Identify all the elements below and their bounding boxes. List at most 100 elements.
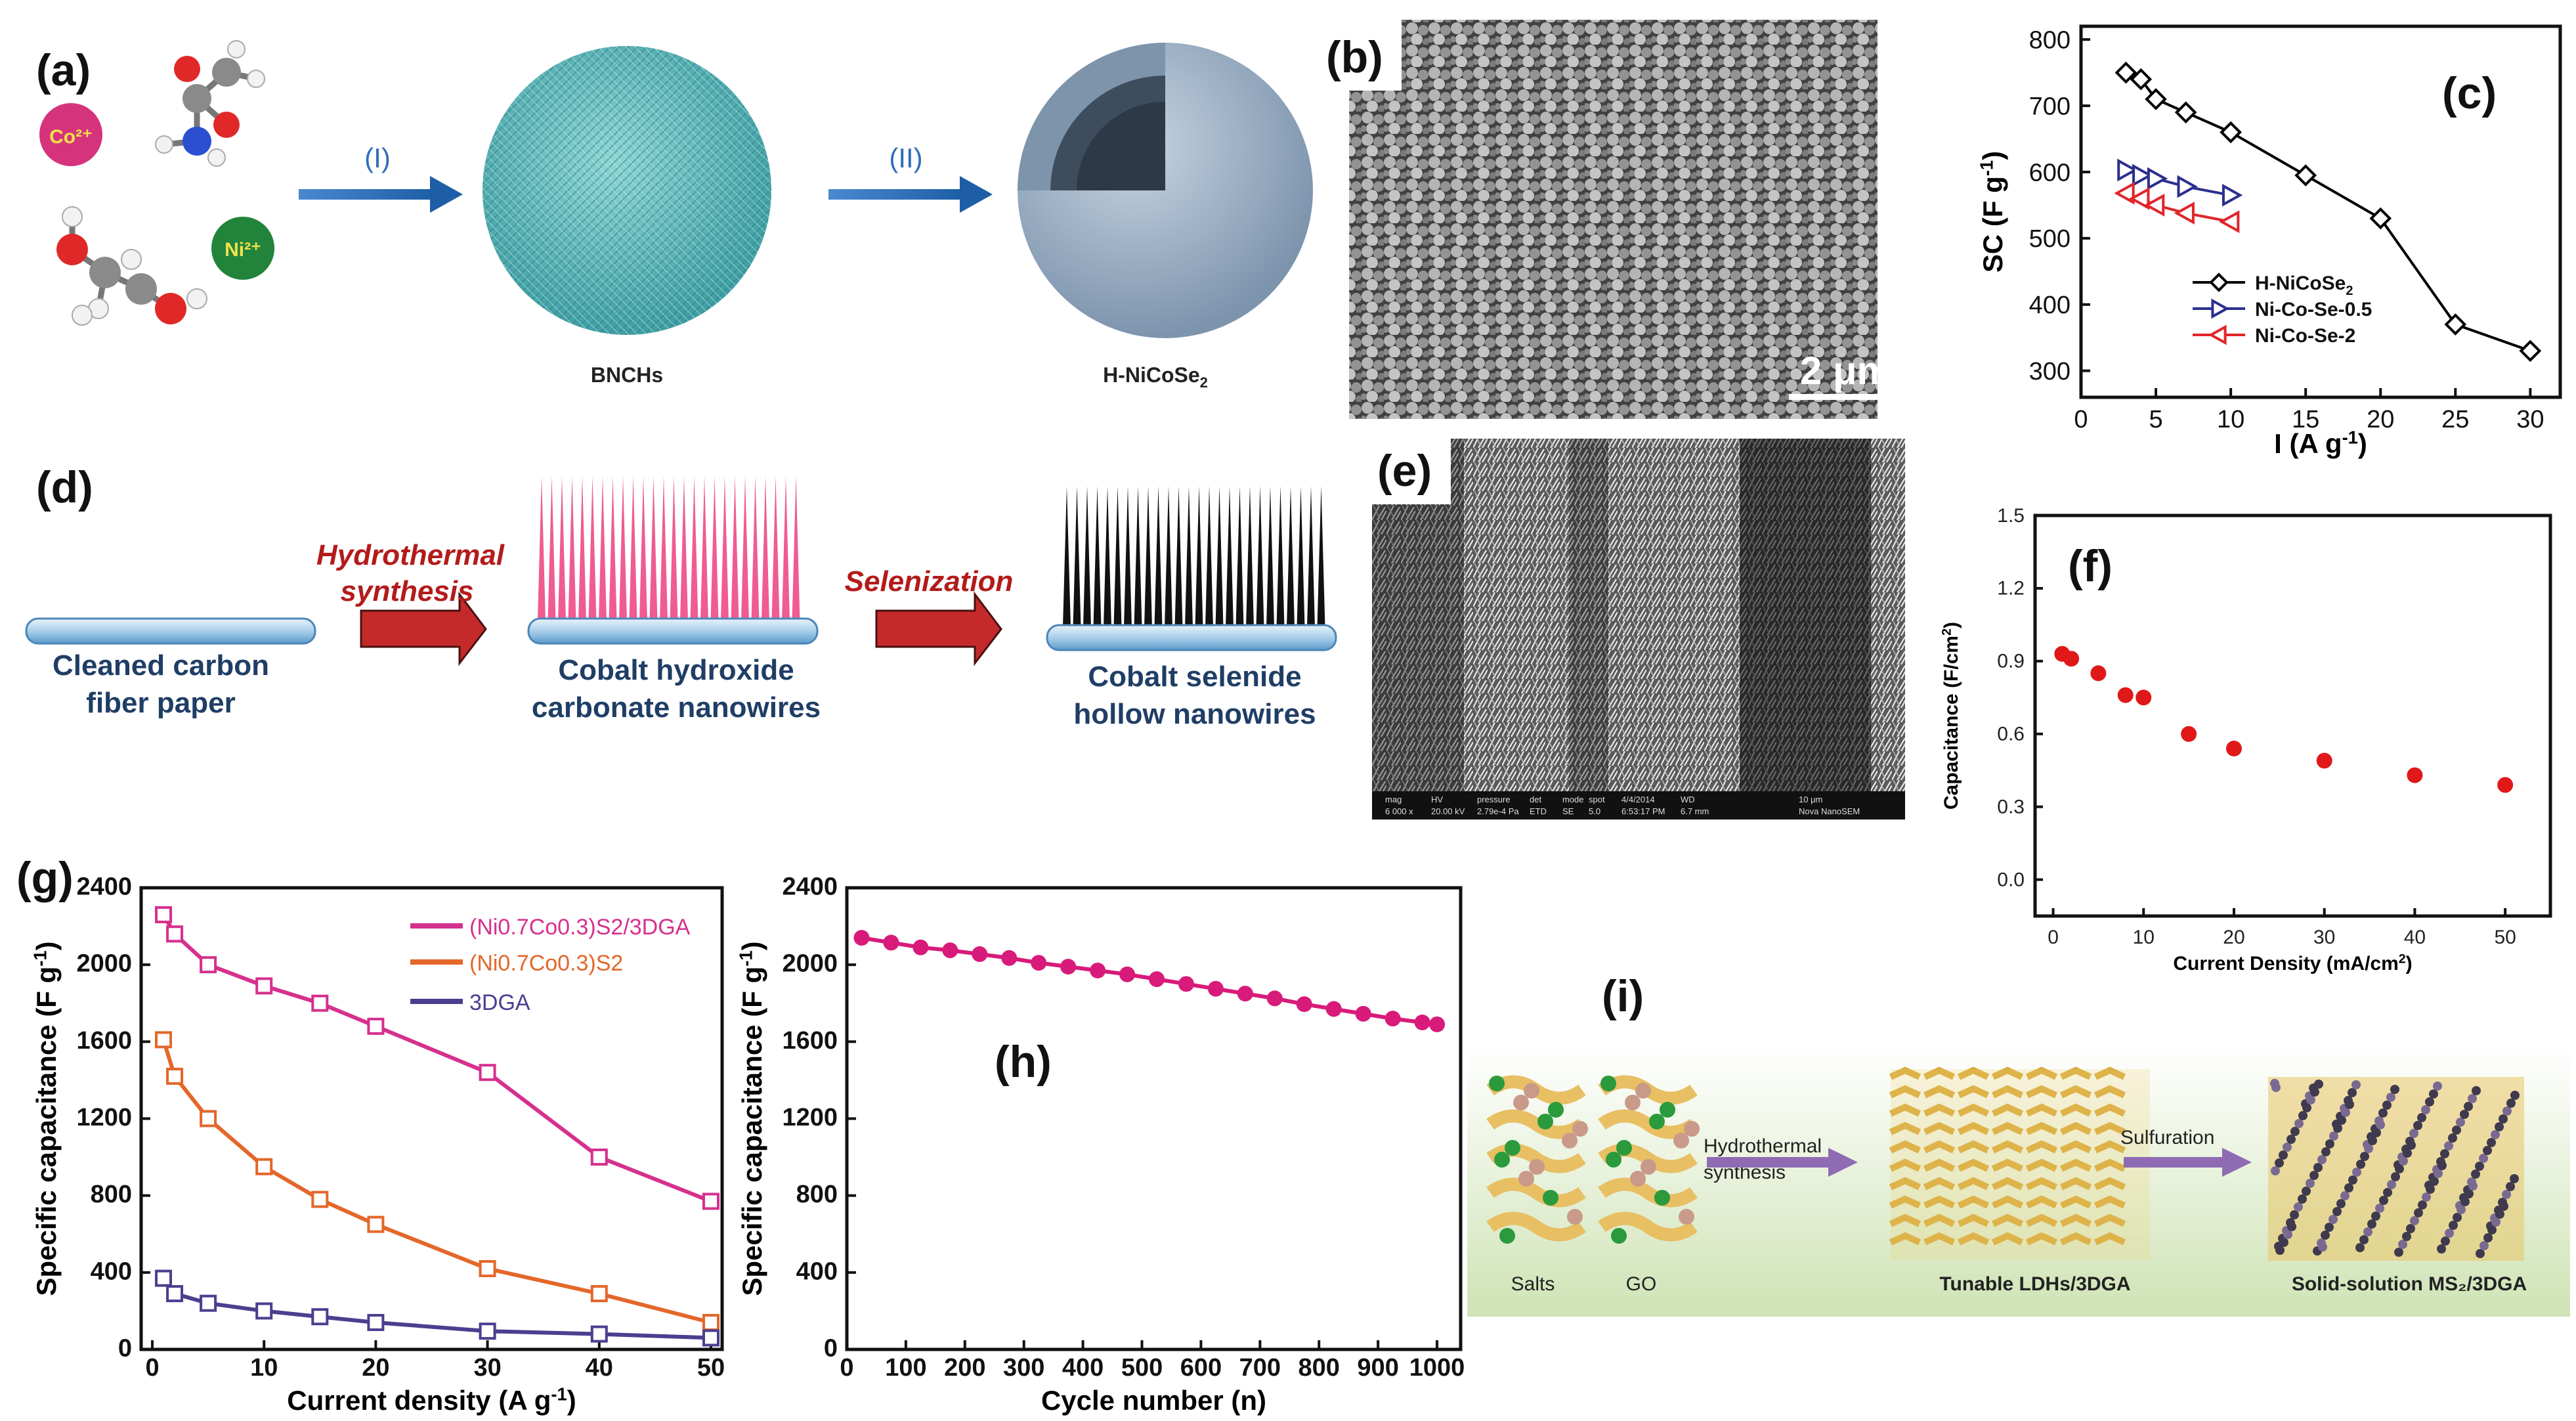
x-tick-label: 50 xyxy=(2494,927,2516,948)
legend-label: (Ni0.7Co0.3)S2 xyxy=(469,951,623,976)
data-point xyxy=(2444,313,2467,336)
data-point xyxy=(2147,167,2168,190)
y-tick-label: 0 xyxy=(118,1335,132,1363)
y-tick-label: 1200 xyxy=(782,1104,838,1131)
ms2-particle xyxy=(2341,1108,2350,1117)
data-point xyxy=(1429,1016,1446,1032)
ms2-particle xyxy=(2344,1183,2353,1192)
ms2-particle xyxy=(2329,1131,2338,1141)
pink-nanowire xyxy=(741,476,749,621)
pink-nanowire xyxy=(690,476,698,621)
black-nanowire xyxy=(1287,486,1295,627)
pink-nanowire xyxy=(568,476,576,621)
y-tick-label: 400 xyxy=(91,1257,132,1285)
data-point xyxy=(255,1158,273,1175)
ldh-sheet xyxy=(2025,1232,2058,1246)
data-point xyxy=(479,1064,496,1082)
ldh-sheet xyxy=(1889,1122,1921,1135)
panel-f: 0 10 20 30 40 50 0.0 0.3 0.6 0.9 1.2 1.5 Current Den… xyxy=(1940,505,2552,974)
ldh-sheet xyxy=(2093,1213,2126,1227)
data-point xyxy=(2129,186,2150,210)
ms2-particle xyxy=(2383,1188,2392,1197)
salt-ion xyxy=(1489,1076,1505,1091)
data-point xyxy=(2114,181,2135,205)
info-bar-value: ETD xyxy=(1530,806,1547,816)
y-tick-label: 800 xyxy=(2029,26,2071,54)
data-point xyxy=(883,934,899,951)
ms2-particle xyxy=(2364,1144,2373,1153)
ldh-sheet xyxy=(1889,1085,1921,1099)
ms2-particle xyxy=(2460,1110,2469,1119)
ms2-particle xyxy=(2487,1225,2497,1235)
black-nanowire xyxy=(1215,486,1224,627)
black-nanowire xyxy=(1307,486,1315,627)
ldh-sheet xyxy=(2059,1103,2092,1117)
pink-nanowire xyxy=(588,476,597,621)
ms2-particle xyxy=(2271,1166,2280,1175)
black-nanowire xyxy=(1113,486,1122,627)
ldh-sheet xyxy=(2025,1103,2058,1117)
ms2-particle xyxy=(2429,1089,2438,1099)
x-tick-label: 700 xyxy=(1239,1354,1281,1382)
ldh-label: Tunable LDHs/3DGA xyxy=(1939,1273,2130,1295)
chart-g: 0 10 20 30 40 50 0 400 800 1200 1600 2000 2400 Curren… xyxy=(30,873,725,1416)
panel-label-a: (a) xyxy=(36,45,91,95)
series-line xyxy=(161,913,712,1204)
ldh-sheet xyxy=(1957,1213,1990,1227)
y-tick-label: 0.6 xyxy=(1997,724,2025,745)
ms2-particle xyxy=(2499,1202,2508,1211)
info-bar-value: 6 000 x xyxy=(1385,806,1413,816)
data-point xyxy=(311,1191,329,1208)
panel-h: 0 100 200 300 400 500 600 700 800 900 1000 0 400 800 1… xyxy=(735,873,1465,1416)
ms2-particle xyxy=(2279,1150,2288,1160)
legend-marker xyxy=(2211,298,2230,319)
sem-info-bar xyxy=(1372,791,1905,820)
ms2-particle xyxy=(2437,1161,2447,1170)
ni-ion-label: Ni²⁺ xyxy=(225,239,261,261)
ms2-particle xyxy=(2325,1139,2334,1148)
black-nanowire xyxy=(1154,486,1163,627)
pink-nanowire xyxy=(578,476,586,621)
y-tick-label: 2400 xyxy=(76,873,132,901)
ms2-particle xyxy=(2302,1187,2311,1196)
y-tick-label: 1.5 xyxy=(1997,505,2025,527)
x-tick-label: 5 xyxy=(2149,406,2162,433)
ms2-particle xyxy=(2506,1182,2515,1191)
ldh-sheet xyxy=(1923,1232,1956,1246)
pink-nanowire xyxy=(731,476,739,621)
salt-ion xyxy=(1684,1121,1700,1137)
x-tick-label: 200 xyxy=(944,1354,985,1382)
data-point xyxy=(1296,996,1312,1013)
y-tick-label: 0 xyxy=(824,1335,838,1363)
x-tick-label: 30 xyxy=(2313,927,2335,948)
data-point xyxy=(2143,194,2165,217)
ms2-particle xyxy=(2487,1138,2496,1147)
data-point xyxy=(311,994,329,1012)
plot-frame xyxy=(139,886,724,1351)
data-point xyxy=(2181,726,2197,742)
x-tick-label: 900 xyxy=(1357,1354,1398,1382)
info-bar-label: pressure xyxy=(1477,795,1511,804)
go-sheet xyxy=(1486,1177,1586,1208)
legend-label: Ni-Co-Se-0.5 xyxy=(2255,299,2372,320)
ms2-particle xyxy=(2413,1121,2422,1130)
series-1 xyxy=(853,930,1446,1032)
arrow-i-icon xyxy=(299,189,433,200)
arrow-i-label: (I) xyxy=(364,142,391,173)
ms2-particle xyxy=(2355,1243,2365,1252)
ms2-particle xyxy=(2433,1082,2442,1091)
black-nanowire xyxy=(1063,486,1071,627)
ms2-particle xyxy=(2318,1242,2327,1252)
data-point xyxy=(1060,959,1077,975)
ms2-particle xyxy=(2437,1244,2446,1254)
y-axis-label: Capacitance (F/cm2) xyxy=(1940,622,1963,810)
y-axis-label: Specific capacitance (F g-1) xyxy=(30,941,62,1296)
ms2-particle xyxy=(2410,1216,2419,1225)
pink-nanowire xyxy=(751,476,760,621)
ldh-sheet xyxy=(2093,1085,2126,1099)
salt-ion xyxy=(1572,1121,1588,1137)
ldh-sheet xyxy=(1923,1213,1956,1227)
data-point xyxy=(311,1308,329,1326)
ldh-sheet xyxy=(2025,1085,2058,1099)
ldh-sheet xyxy=(1923,1158,1956,1172)
